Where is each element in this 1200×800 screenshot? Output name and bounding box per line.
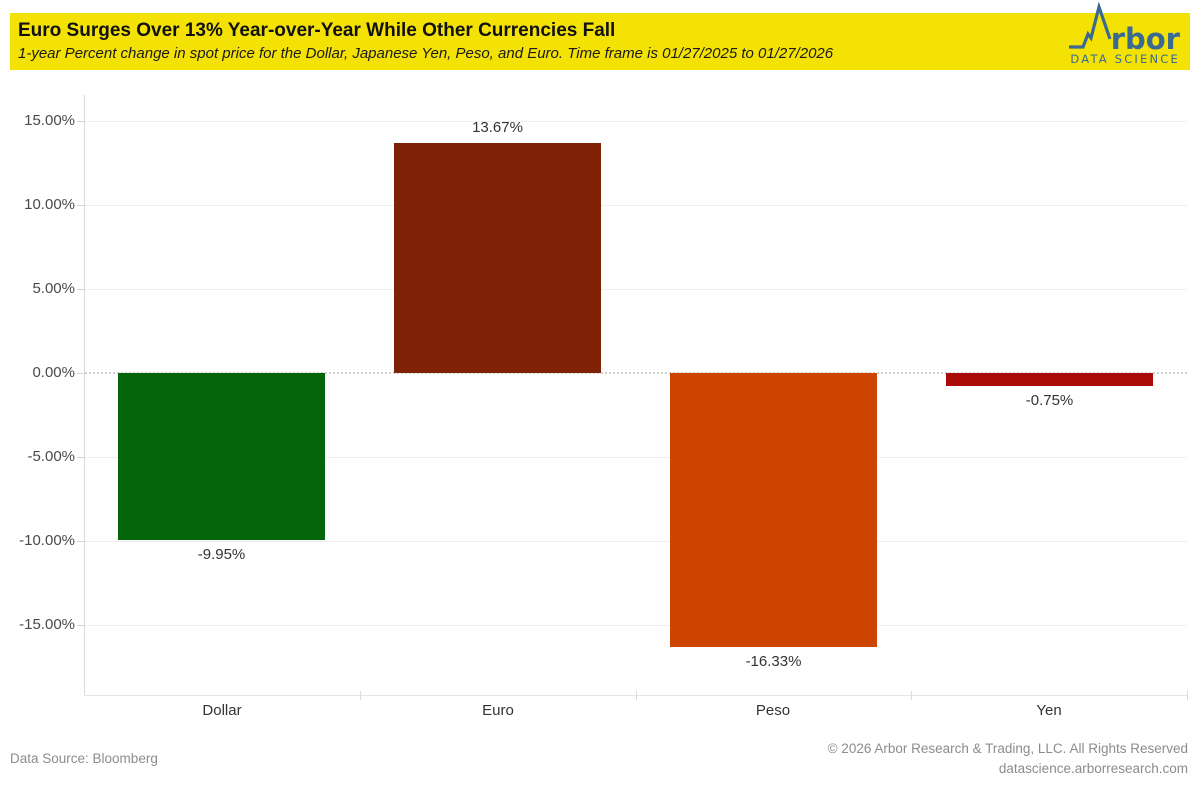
gridline bbox=[85, 121, 1187, 122]
chart-title: Euro Surges Over 13% Year-over-Year Whil… bbox=[18, 20, 616, 41]
bar-value-label: -9.95% bbox=[197, 546, 246, 563]
x-baseline bbox=[84, 695, 1187, 696]
copyright-text: © 2026 Arbor Research & Trading, LLC. Al… bbox=[827, 741, 1188, 756]
x-band-tick bbox=[360, 691, 361, 700]
bar-peso[interactable] bbox=[670, 373, 877, 647]
arbor-logo: rbor DATA SCIENCE bbox=[1048, 2, 1180, 67]
gridline bbox=[85, 541, 1187, 542]
bar-yen[interactable] bbox=[946, 373, 1153, 386]
x-axis-label-peso: Peso bbox=[755, 702, 791, 719]
x-axis-label-euro: Euro bbox=[482, 702, 514, 719]
x-axis-label-yen: Yen bbox=[1036, 702, 1062, 719]
bar-value-label: 13.67% bbox=[472, 119, 523, 136]
gridline bbox=[85, 625, 1187, 626]
bar-dollar[interactable] bbox=[118, 373, 325, 540]
y-axis-label: -5.00% bbox=[27, 448, 75, 465]
arbor-peak-icon bbox=[1068, 2, 1112, 49]
bar-value-label: -16.33% bbox=[745, 653, 802, 670]
logo-tagline: DATA SCIENCE bbox=[1070, 52, 1180, 66]
x-band-tick bbox=[911, 691, 912, 700]
bar-value-label: -0.75% bbox=[1025, 392, 1074, 409]
data-source-note: Data Source: Bloomberg bbox=[10, 751, 158, 766]
y-axis-label: -15.00% bbox=[19, 616, 75, 633]
y-axis-label: -10.00% bbox=[19, 532, 75, 549]
footer-credits: © 2026 Arbor Research & Trading, LLC. Al… bbox=[828, 739, 1188, 779]
x-axis-label-dollar: Dollar bbox=[202, 702, 242, 719]
zero-gridline bbox=[85, 372, 1187, 374]
gridline bbox=[85, 205, 1187, 206]
gridline bbox=[85, 289, 1187, 290]
y-axis-label: 0.00% bbox=[32, 364, 75, 381]
x-band-tick bbox=[636, 691, 637, 700]
y-axis-tick bbox=[77, 541, 84, 542]
y-axis-tick bbox=[77, 205, 84, 206]
logo-brand-text: rbor bbox=[1110, 21, 1180, 56]
gridline bbox=[85, 457, 1187, 458]
y-axis-tick bbox=[77, 373, 84, 374]
y-axis-tick bbox=[77, 289, 84, 290]
y-axis-tick bbox=[77, 457, 84, 458]
y-axis-label: 10.00% bbox=[24, 196, 75, 213]
y-axis-label: 15.00% bbox=[24, 112, 75, 129]
y-axis-label: 5.00% bbox=[32, 280, 75, 297]
chart-subtitle: 1-year Percent change in spot price for … bbox=[18, 44, 834, 62]
x-band-tick bbox=[1187, 691, 1188, 700]
y-axis-tick bbox=[77, 121, 84, 122]
y-axis-line bbox=[84, 95, 85, 695]
website-link[interactable]: datascience.arborresearch.com bbox=[998, 761, 1188, 776]
y-axis-tick bbox=[77, 625, 84, 626]
bar-euro[interactable] bbox=[394, 143, 601, 373]
header-banner: Euro Surges Over 13% Year-over-Year Whil… bbox=[10, 2, 1190, 70]
